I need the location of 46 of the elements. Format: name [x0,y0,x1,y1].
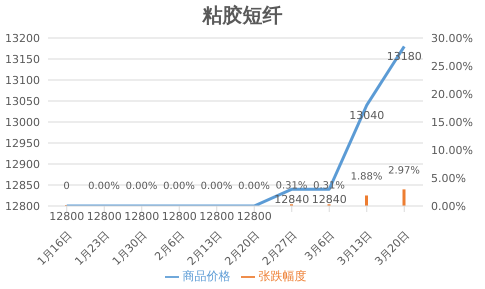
x-tick-label: 1月30日 [110,228,150,268]
y2-tick-label: 30.00% [431,32,473,45]
legend-label: 张跌幅度 [258,269,306,283]
chart-title: 粘胶短纤 [201,2,284,29]
data-label: 12800 [86,210,122,223]
data-label: 2.97% [388,165,420,176]
x-tick-label: 2月6日 [152,228,187,264]
y2-tick-label: 25.00% [431,60,473,73]
data-label: 12840 [312,193,347,206]
data-label: 0.00% [238,181,270,192]
y-tick-label: 13100 [5,74,40,87]
y-tick-label: 12950 [5,136,40,150]
data-label: 12800 [162,210,197,223]
y2-tick-label: 10.00% [431,144,473,157]
legend-label: 商品价格 [182,269,230,283]
y-tick-label: 13200 [5,32,40,45]
data-label: 0 [63,181,70,192]
y2-tick-label: 15.00% [431,116,473,129]
x-tick-label: 3月6日 [302,228,337,264]
data-label: 12840 [274,193,310,206]
x-tick-label: 2月20日 [222,228,262,268]
data-label: 12800 [236,210,272,223]
data-label: 12800 [199,210,234,223]
y2-tick-label: 0.00% [431,200,466,213]
y-tick-label: 13000 [5,116,40,129]
x-tick-label: 3月20日 [372,228,412,268]
x-tick-label: 2月13日 [184,228,224,268]
y-tick-label: 12850 [5,178,40,192]
y2-tick-label: 5.00% [431,172,466,185]
y-tick-label: 12800 [5,200,40,213]
x-tick-label: 1月16日 [34,228,74,268]
x-tick-label: 2月27日 [260,228,300,268]
x-tick-label: 3月13日 [334,228,374,268]
data-label: 0.31% [276,180,308,192]
data-label: 12800 [49,210,84,223]
data-label: 12800 [124,210,160,223]
y2-tick-label: 20.00% [431,88,473,101]
y-tick-label: 13150 [5,52,40,66]
x-tick-label: 1月23日 [72,228,112,268]
data-label: 0.00% [126,181,158,192]
y-tick-label: 13050 [5,94,40,108]
y-tick-label: 12900 [5,158,40,171]
data-label: 0.00% [200,181,232,192]
data-label: 1.88% [350,171,382,182]
data-label: 0.00% [88,181,120,192]
data-label: 0.00% [163,181,195,192]
